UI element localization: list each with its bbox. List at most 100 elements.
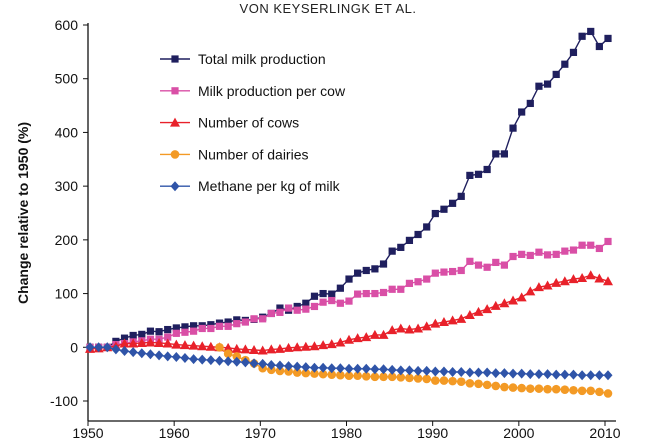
data-point xyxy=(284,304,293,312)
data-point xyxy=(198,324,206,333)
data-point xyxy=(388,285,396,293)
data-point xyxy=(362,266,370,275)
y-tick-label: 300 xyxy=(55,178,79,194)
x-tick-label: 1950 xyxy=(72,425,103,441)
data-point xyxy=(587,241,595,249)
data-point xyxy=(293,302,301,311)
data-point xyxy=(319,298,327,306)
data-point xyxy=(448,376,457,386)
data-point xyxy=(516,292,527,302)
data-point xyxy=(395,323,406,333)
data-point xyxy=(491,368,501,379)
data-point xyxy=(543,384,552,394)
data-point xyxy=(371,265,379,273)
data-point xyxy=(500,150,508,158)
x-tick-label: 1980 xyxy=(331,425,362,441)
data-point xyxy=(474,261,483,269)
data-point xyxy=(414,278,422,286)
data-point xyxy=(215,322,224,330)
data-point xyxy=(309,341,320,351)
data-point xyxy=(232,352,242,361)
data-point xyxy=(145,337,156,347)
data-point xyxy=(518,250,526,258)
data-point xyxy=(568,274,579,284)
data-point xyxy=(354,269,362,277)
data-point xyxy=(120,334,129,342)
y-tick-label: 100 xyxy=(55,286,79,302)
data-point xyxy=(284,367,293,376)
data-point xyxy=(197,354,207,365)
data-point xyxy=(456,313,467,323)
data-point xyxy=(414,230,422,239)
data-point xyxy=(172,324,180,332)
data-point xyxy=(249,358,259,369)
data-point xyxy=(319,289,327,298)
data-point xyxy=(171,339,182,349)
data-point xyxy=(474,379,483,389)
data-point xyxy=(378,329,389,339)
legend-item: Methane per kg of milk xyxy=(160,178,341,194)
data-point xyxy=(336,299,344,307)
data-point xyxy=(111,344,121,355)
data-point xyxy=(490,300,501,310)
data-point xyxy=(439,366,449,377)
data-point xyxy=(137,348,147,359)
data-point xyxy=(456,377,466,386)
data-point xyxy=(604,237,612,246)
data-point xyxy=(525,286,536,296)
data-point xyxy=(310,369,319,378)
data-point xyxy=(164,333,172,341)
data-point xyxy=(336,284,344,292)
data-point xyxy=(310,292,319,300)
legend-label: Number of dairies xyxy=(198,146,309,162)
data-point xyxy=(423,223,431,231)
data-point xyxy=(232,356,242,367)
data-point xyxy=(163,351,173,362)
y-tick-label: 200 xyxy=(55,232,79,248)
legend-marker xyxy=(171,55,179,63)
data-point xyxy=(276,308,284,316)
data-point xyxy=(413,365,423,376)
data-point xyxy=(275,360,285,371)
data-point xyxy=(440,205,448,213)
data-point xyxy=(396,365,406,376)
data-point xyxy=(430,318,441,328)
data-point xyxy=(585,270,596,280)
data-point xyxy=(405,373,414,383)
data-point xyxy=(551,369,561,380)
data-point xyxy=(379,372,388,382)
data-point xyxy=(577,386,587,396)
y-tick-label: 500 xyxy=(55,71,79,87)
data-point xyxy=(362,289,370,298)
data-point xyxy=(172,329,180,337)
data-point xyxy=(542,280,553,290)
data-point xyxy=(328,290,336,298)
data-point xyxy=(482,367,492,378)
data-point xyxy=(361,332,372,342)
data-point xyxy=(525,369,535,380)
data-point xyxy=(345,297,353,305)
data-point xyxy=(552,250,560,258)
data-point xyxy=(405,279,414,287)
data-point xyxy=(344,371,354,381)
data-point xyxy=(423,275,431,283)
x-tick-label: 2010 xyxy=(589,425,620,441)
data-point xyxy=(438,317,449,327)
data-point xyxy=(301,362,311,373)
data-point xyxy=(215,342,224,352)
data-point xyxy=(344,334,354,344)
data-point xyxy=(197,341,208,351)
data-point xyxy=(224,322,232,330)
data-point xyxy=(284,361,294,372)
data-point xyxy=(499,298,510,308)
data-point xyxy=(508,368,518,379)
data-point xyxy=(466,171,474,179)
data-point xyxy=(379,364,389,375)
data-point xyxy=(586,386,596,396)
data-point xyxy=(215,355,224,366)
data-point xyxy=(457,192,465,200)
image-credit: VON KEYSERLINGK ET AL. xyxy=(239,1,417,16)
data-point xyxy=(259,315,267,323)
data-point xyxy=(404,365,414,376)
data-point xyxy=(179,340,190,350)
